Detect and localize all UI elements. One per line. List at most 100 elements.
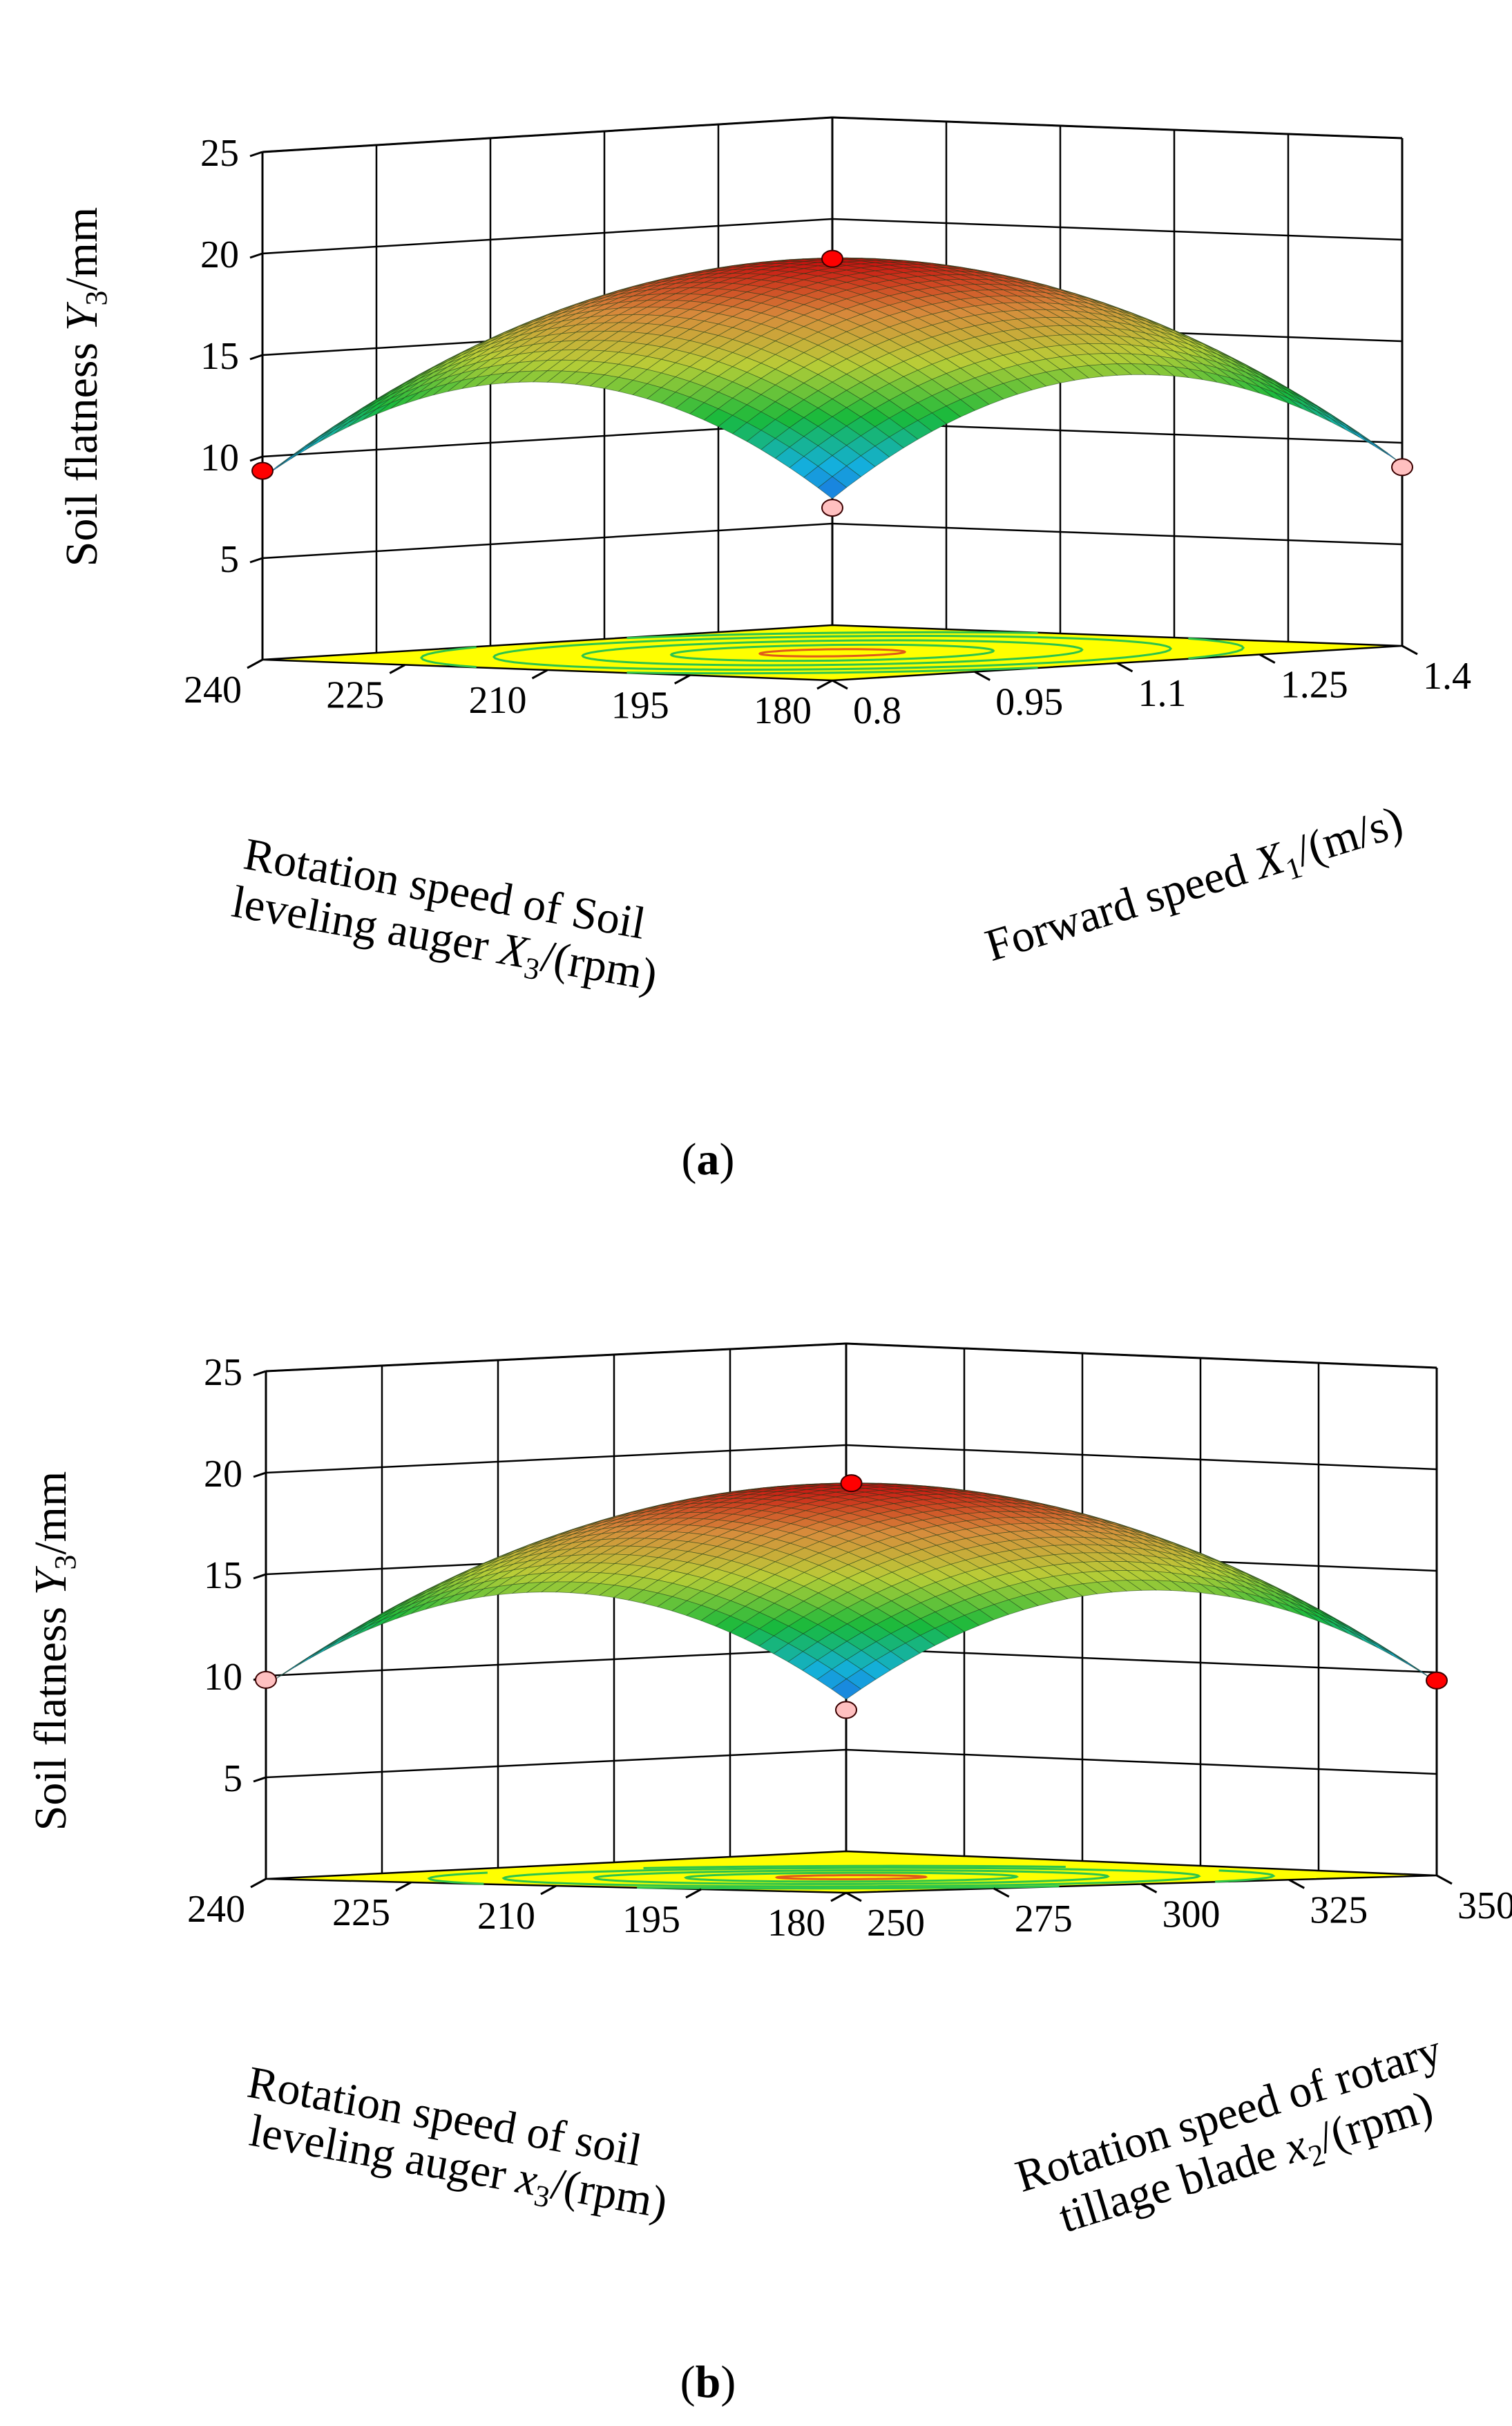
panel-a-z-label-var: Y: [57, 301, 107, 331]
right-tick-label: 350: [1457, 1884, 1512, 1927]
left-tick-mark: [540, 1884, 557, 1895]
panel-b-label-suffix: ): [720, 2357, 736, 2407]
left-tick-mark: [389, 664, 405, 674]
right-tick-label: 1.25: [1281, 664, 1348, 707]
z-gridline-right-wall: [832, 522, 1403, 546]
z-gridline-left-wall: [262, 218, 833, 255]
z-tick-label: 15: [204, 1554, 242, 1597]
z-tick-label: 25: [200, 132, 239, 175]
z-tick-mark: [249, 557, 263, 564]
z-gridline-left-wall: [265, 1342, 847, 1373]
floor-contour: [626, 666, 1038, 675]
panel-a-label-suffix: ): [720, 1134, 735, 1185]
left-tick-label: 240: [187, 1888, 245, 1931]
design-point: [835, 1701, 857, 1719]
floor-contour: [643, 1864, 1066, 1869]
surface-cell: [1330, 418, 1360, 438]
z-tick-label: 15: [200, 335, 239, 378]
floor-contour: [1215, 1869, 1276, 1883]
panel-a-right-label-unit: /(m/s): [1290, 796, 1408, 877]
design-point: [255, 1670, 277, 1689]
z-tick-label: 25: [204, 1351, 242, 1394]
panel-b-surface: [265, 1482, 1437, 1700]
panel-a-surface: [262, 257, 1403, 499]
design-point: [1426, 1671, 1448, 1690]
left-tick-mark: [816, 679, 833, 690]
panel-b-z-label-unit: /mm: [26, 1471, 76, 1555]
left-tick-mark: [247, 658, 263, 669]
right-tick-label: 325: [1310, 1889, 1368, 1931]
floor-plane: [262, 624, 1403, 682]
panel-b-z-label-var: Y: [26, 1565, 76, 1595]
surface-cell: [831, 1679, 862, 1700]
right-tick-mark: [1116, 662, 1133, 673]
left-tick-mark: [674, 674, 691, 685]
panel-a-z-label-unit: /mm: [57, 207, 107, 291]
floor-contour: [669, 643, 995, 662]
left-tick-mark: [395, 1881, 412, 1892]
z-tick-mark: [253, 1573, 267, 1580]
z-gridline-left-wall: [262, 522, 833, 560]
panel-a: 5 10 15 20 25 240 225 210 195 180 0.8 0.95 1.1 1.25 1.…: [57, 116, 1471, 1185]
right-tick-label: 1.1: [1138, 672, 1187, 715]
panel-a-label: (a): [682, 1134, 735, 1185]
design-point: [251, 461, 274, 480]
right-tick-mark: [1436, 1874, 1453, 1885]
z-tick-mark: [253, 1370, 267, 1377]
panel-a-floor: [262, 624, 1403, 682]
floor-contour: [419, 646, 477, 669]
panel-b-z-label-main: Soil flatness: [26, 1595, 76, 1831]
design-point: [821, 249, 843, 268]
panel-a-label-prefix: (: [682, 1134, 697, 1185]
floor-contour: [581, 639, 1084, 667]
right-tick-label: 1.4: [1423, 655, 1471, 698]
left-tick-label: 210: [477, 1895, 535, 1938]
panel-b-design-points: [255, 1474, 1448, 1719]
surface-cell: [338, 1625, 368, 1644]
z-tick-mark: [253, 1776, 267, 1783]
z-gridline-right-wall: [845, 1444, 1437, 1471]
right-tick-label: 0.95: [995, 681, 1063, 724]
panel-a-label-letter: a: [697, 1134, 720, 1185]
design-point: [821, 499, 843, 517]
floor-contour: [427, 1871, 488, 1885]
left-tick-label: 210: [469, 679, 527, 722]
right-tick-label: 300: [1162, 1893, 1221, 1936]
left-tick-mark: [830, 1891, 847, 1902]
panel-a-right-axis-label: Forward speed X1/(m/s): [979, 796, 1410, 977]
z-gridline-left-wall: [262, 116, 833, 153]
z-tick-mark: [249, 455, 263, 462]
left-tick-label: 195: [622, 1898, 680, 1941]
panel-a-z-label-sub: 3: [79, 291, 113, 306]
surface-cell: [1317, 410, 1346, 430]
panel-a-right-label-main: Forward speed: [979, 841, 1263, 971]
panel-b-label-prefix: (: [680, 2357, 696, 2407]
surface-cell: [319, 422, 349, 442]
floor-contour: [637, 1885, 1060, 1890]
right-tick-mark: [974, 671, 991, 681]
floor-contour: [626, 631, 1038, 640]
left-tick-mark: [685, 1888, 702, 1899]
surface-cell: [1348, 1630, 1378, 1648]
surface-cell: [319, 419, 349, 439]
left-tick-label: 225: [326, 674, 384, 717]
panel-b-left-label-line2-unit: /(rpm): [548, 2159, 671, 2228]
right-tick-mark: [1140, 1883, 1158, 1893]
right-tick-label: 275: [1015, 1898, 1073, 1940]
surface-cell: [817, 476, 848, 499]
left-tick-label: 180: [767, 1902, 825, 1945]
panel-a-left-label-line2-unit: /(rpm): [537, 931, 661, 1001]
z-tick-mark: [249, 252, 263, 259]
floor-contour: [593, 1869, 1110, 1885]
z-gridline-right-wall: [845, 1647, 1437, 1674]
left-tick-label: 225: [332, 1891, 390, 1934]
z-tick-label: 20: [204, 1453, 242, 1496]
floor-contour: [683, 1871, 1020, 1883]
surface-cell: [305, 430, 334, 450]
z-gridline-right-wall: [832, 116, 1403, 140]
z-gridline-left-wall: [265, 1748, 847, 1779]
left-tick-label: 240: [184, 669, 242, 711]
floor-contour: [1188, 637, 1245, 660]
right-tick-mark: [845, 1891, 862, 1902]
